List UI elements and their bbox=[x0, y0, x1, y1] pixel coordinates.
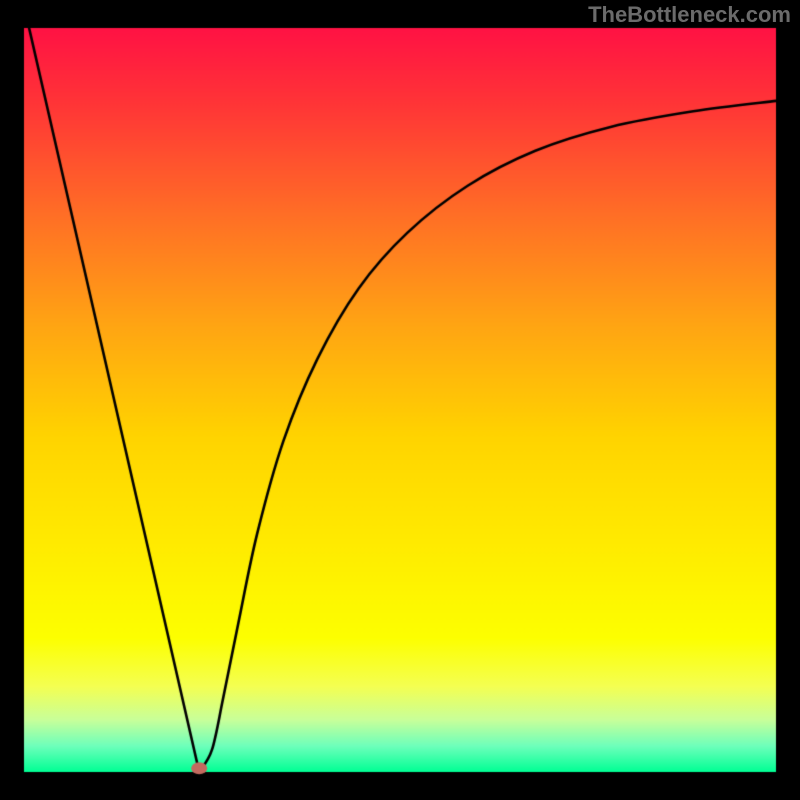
attribution-text: TheBottleneck.com bbox=[588, 2, 791, 28]
chart-canvas bbox=[0, 0, 800, 800]
